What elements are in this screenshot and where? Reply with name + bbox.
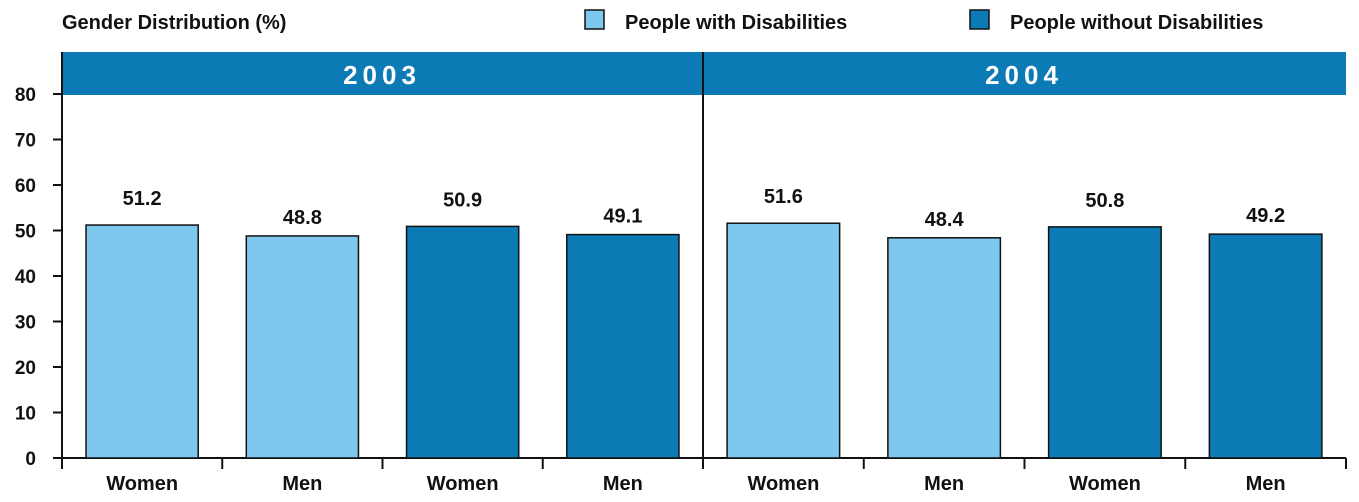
data-label: 50.9 [443,189,482,211]
bars: 51.2 48.8 50.9 49.1 51.6 48.4 50.8 49.2 [85,186,1323,459]
y-tick-label: 80 [15,85,36,106]
bar-2003-1 [245,235,360,459]
data-label: 49.1 [603,206,642,228]
y-tick-label: 0 [25,449,36,470]
panel-header-2004: 2004 [703,52,1346,95]
panel-header-bg-2004 [703,52,1346,95]
data-label: 50.8 [1085,190,1124,212]
bar-2004-1 [887,237,1002,459]
y-tick-label: 10 [15,404,36,425]
panel-title-2004: 2004 [985,60,1063,90]
legend-swatch-with-disabilities [584,9,605,30]
y-tick-label: 70 [15,131,36,152]
legend: People with Disabilities People without … [584,9,1263,34]
legend-swatch-without-disabilities [969,9,990,30]
bar-2003-2 [405,225,520,459]
bar-2003-0 [85,224,199,459]
y-tick-label: 60 [15,176,36,197]
x-axis-ticks: Women Men Women Men Women Men Women Men [61,458,1347,495]
y-tick-label: 50 [15,222,36,243]
data-label: 51.6 [764,186,803,208]
panel-title-2003: 2003 [343,60,421,90]
bar-2004-0 [726,222,841,459]
x-tick-label: Women [1069,473,1141,495]
data-label: 51.2 [123,188,162,210]
legend-label-without-disabilities: People without Disabilities [1010,12,1263,34]
x-tick-label: Men [282,473,322,495]
data-label: 48.8 [283,207,322,229]
panel-header-2003: 2003 [62,52,703,95]
x-tick-label: Men [603,473,643,495]
bar-2004-2 [1047,226,1162,459]
bar-2004-3 [1208,233,1323,459]
data-label: 49.2 [1246,205,1285,227]
y-tick-label: 40 [15,267,36,288]
y-tick-label: 20 [15,358,36,379]
y-axis-title: Gender Distribution (%) [62,12,286,34]
y-axis-ticks: 0 10 20 30 40 50 60 70 80 [15,85,62,470]
x-tick-label: Women [747,473,819,495]
x-tick-label: Men [1246,473,1286,495]
y-tick-label: 30 [15,313,36,334]
data-label: 48.4 [925,209,965,231]
panel-header-bg-2003 [62,52,703,95]
bar-2003-3 [566,233,680,459]
x-tick-label: Women [427,473,499,495]
legend-label-with-disabilities: People with Disabilities [625,12,847,34]
x-tick-label: Men [924,473,964,495]
x-tick-label: Women [106,473,178,495]
